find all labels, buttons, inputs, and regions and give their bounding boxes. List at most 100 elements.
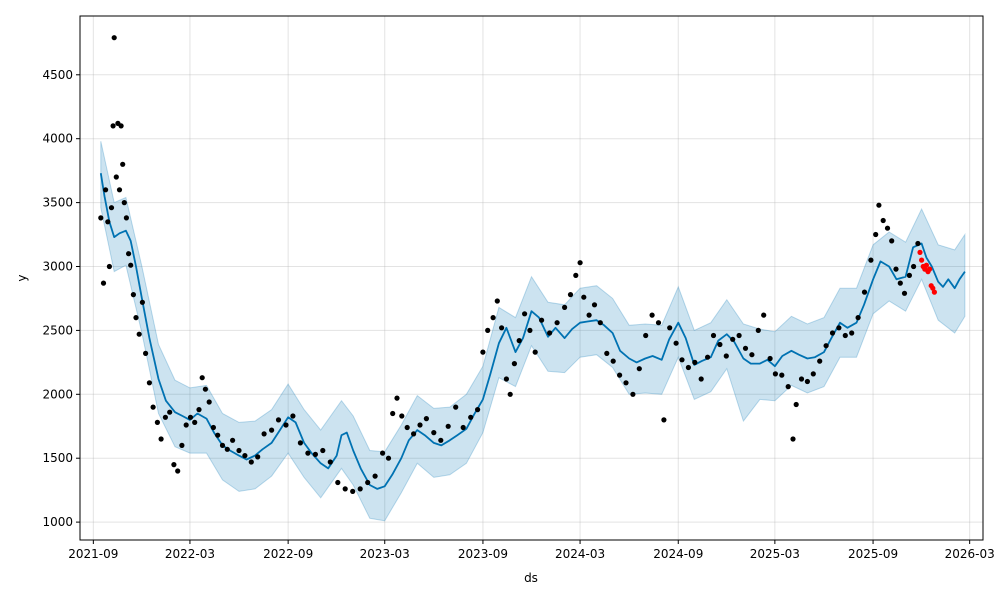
observed-point (431, 430, 437, 436)
x-tick-label: 2025-03 (750, 547, 800, 561)
observed-point (562, 304, 568, 310)
observed-point (547, 330, 553, 336)
observed-point (460, 424, 466, 431)
observed-point (146, 380, 152, 386)
observed-point (350, 488, 356, 494)
observed-point (749, 352, 755, 358)
observed-point (248, 459, 254, 465)
observed-point (630, 391, 636, 397)
observed-point (823, 343, 829, 349)
observed-point (404, 424, 410, 431)
observed-point (183, 422, 189, 428)
observed-point (761, 312, 767, 318)
observed-point (126, 251, 132, 257)
observed-point (167, 409, 173, 415)
observed-point (810, 371, 816, 377)
observed-point (876, 202, 882, 208)
observed-point (884, 225, 891, 231)
observed-point (901, 290, 908, 296)
observed-point (855, 315, 861, 321)
observed-point (717, 341, 723, 348)
observed-point (539, 317, 545, 323)
y-tick-label: 1000 (42, 515, 73, 529)
observed-point (755, 327, 761, 333)
observed-point (772, 371, 779, 377)
observed-point (305, 450, 311, 456)
observed-point (698, 376, 704, 382)
observed-point (710, 332, 717, 339)
x-tick-label: 2024-03 (555, 547, 605, 561)
x-tick-label: 2022-09 (263, 547, 313, 561)
observed-point (480, 349, 486, 355)
uncertainty-band-area (100, 141, 966, 522)
observed-point (297, 440, 303, 446)
observed-point (380, 450, 386, 456)
observed-point (527, 327, 533, 333)
x-tick-label: 2024-09 (653, 547, 703, 561)
observed-point (111, 35, 117, 41)
observed-point (742, 345, 749, 351)
observed-point (255, 454, 261, 460)
observed-point (577, 260, 583, 266)
observed-point (649, 312, 655, 318)
observed-point (617, 372, 623, 378)
observed-point (604, 350, 610, 356)
observed-point (880, 217, 886, 224)
observed-point (236, 447, 242, 454)
observed-point (357, 486, 363, 492)
observed-point (417, 422, 423, 428)
observed-point (736, 332, 742, 339)
observed-point (118, 123, 124, 129)
observed-point (490, 315, 496, 321)
observed-point (175, 468, 181, 474)
observed-point (215, 432, 221, 438)
observed-point (767, 355, 773, 362)
observed-point (610, 358, 616, 364)
observed-point (793, 401, 799, 408)
observed-point (586, 312, 592, 318)
observed-point (581, 294, 587, 300)
uncertainty-band (100, 141, 966, 522)
observed-point (868, 257, 874, 263)
observed-point (499, 325, 505, 331)
observed-point (411, 431, 417, 437)
observed-point (121, 200, 127, 206)
observed-point (261, 431, 267, 437)
observed-point (108, 205, 115, 211)
observed-point (275, 417, 282, 423)
observed-points (98, 35, 921, 494)
observed-point (113, 174, 119, 180)
observed-point (192, 419, 198, 425)
observed-point (206, 399, 212, 405)
observed-point (911, 263, 917, 270)
observed-point (730, 336, 736, 342)
observed-point (790, 436, 796, 442)
observed-point (116, 187, 123, 193)
y-tick-label: 2500 (42, 323, 73, 337)
highlight-point (917, 249, 923, 255)
observed-point (320, 447, 326, 454)
observed-point (283, 422, 289, 428)
observed-point (242, 453, 248, 459)
highlight-point (930, 285, 936, 291)
observed-point (210, 424, 216, 431)
observed-point (842, 332, 848, 339)
x-tick-label: 2023-03 (360, 547, 410, 561)
observed-point (667, 325, 673, 331)
observed-point (861, 289, 868, 295)
observed-point (591, 302, 598, 308)
observed-point (196, 407, 202, 413)
observed-point (836, 325, 842, 331)
observed-point (516, 338, 522, 344)
highlight-point (923, 262, 930, 268)
observed-point (475, 407, 481, 413)
observed-point (453, 404, 459, 410)
observed-point (394, 395, 400, 401)
observed-point (906, 272, 913, 278)
observed-point (804, 378, 811, 385)
observed-point (532, 349, 538, 355)
observed-point (445, 423, 451, 429)
observed-point (179, 442, 185, 448)
observed-point (692, 359, 698, 365)
